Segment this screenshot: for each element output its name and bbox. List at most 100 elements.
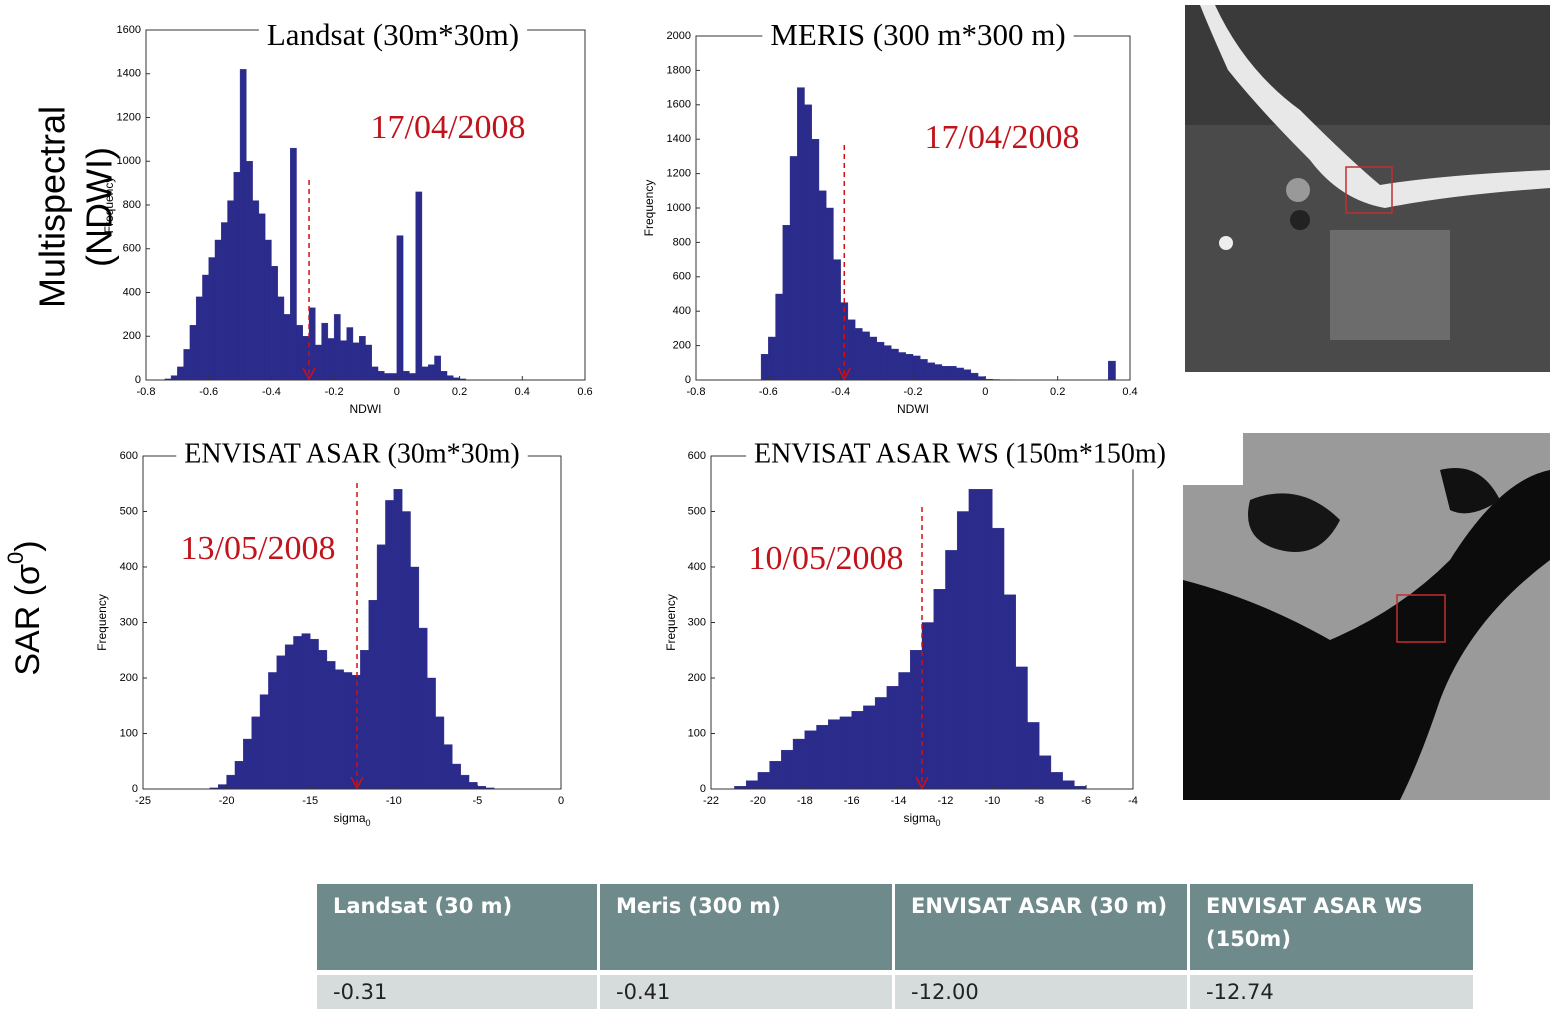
bar (208, 257, 216, 381)
bar (874, 697, 888, 790)
chart: -0.8 -0.6 -0.4 -0.2 0 0.2 0.4 0.6 0 200 400 600 800 1… (102, 17, 593, 416)
chart-title: ENVISAT ASAR WS (150m*150m) (754, 438, 1166, 469)
bar (945, 550, 958, 790)
bar (948, 366, 957, 381)
chart: -25 -20 -15 -10 -5 00100200300400500600sigma0… (95, 438, 564, 828)
x-tick-label: -20 (219, 795, 235, 807)
bar (259, 694, 269, 790)
x-tick-label: -0.8 (687, 386, 706, 398)
threshold-arrowhead (350, 776, 364, 790)
bar (963, 369, 972, 381)
bar (934, 364, 943, 381)
bar (792, 738, 805, 790)
bar (446, 375, 454, 381)
row-label-sup: 0 (3, 552, 28, 564)
bar (434, 355, 441, 381)
bar (840, 302, 849, 381)
bar (246, 161, 253, 381)
bar (315, 344, 322, 381)
bar (1050, 772, 1063, 790)
bar (862, 331, 870, 381)
y-tick-label: 0 (685, 374, 691, 386)
y-tick-label: 1000 (667, 202, 691, 214)
x-axis-label-text: NDWI (897, 402, 929, 416)
x-tick-label: -25 (135, 795, 151, 807)
y-tick-label: 1800 (667, 64, 691, 76)
date-annotation: 10/05/2008 (749, 540, 904, 577)
x-tick-label: -14 (891, 795, 907, 807)
threshold-table: Landsat (30 m) Meris (300 m) ENVISAT ASA… (317, 884, 1473, 1009)
x-axis-label-sub: 0 (366, 818, 371, 828)
bar (927, 362, 935, 381)
x-axis-label-text: NDWI (350, 402, 382, 416)
bar (428, 364, 435, 381)
bar (977, 376, 986, 381)
bar (346, 327, 354, 381)
bar (390, 373, 398, 381)
x-tick-label: -8 (1034, 795, 1044, 807)
y-tick-label: 0 (132, 783, 138, 795)
y-axis-label: Frequency (95, 594, 109, 651)
bar (811, 138, 820, 381)
y-tick-label: 200 (688, 672, 706, 684)
bar (385, 500, 395, 790)
bar (183, 349, 191, 381)
cell: -12.00 (893, 972, 1190, 1009)
y-tick-label: 600 (673, 271, 691, 283)
bar (340, 340, 347, 381)
bar (760, 354, 769, 381)
bar (368, 600, 378, 790)
bar (251, 716, 261, 790)
bar (377, 371, 385, 381)
x-tick-label: 0 (982, 386, 988, 398)
bar (296, 325, 303, 381)
chart-title: Landsat (30m*30m) (267, 17, 519, 52)
bar (401, 511, 411, 790)
bar (921, 622, 934, 790)
bar (1062, 780, 1075, 790)
bar (804, 730, 817, 790)
bar (828, 719, 841, 790)
bar (460, 774, 470, 790)
bar (218, 784, 227, 790)
bar (189, 325, 197, 381)
table-row: -0.31 -0.41 -12.00 -12.74 (317, 972, 1473, 1009)
cell: -0.31 (317, 972, 600, 1009)
chart-title: ENVISAT ASAR (30m*30m) (184, 438, 520, 469)
y-tick-label: 500 (688, 505, 706, 517)
bar (980, 489, 993, 790)
bar (912, 355, 921, 381)
bar (1039, 755, 1052, 790)
bar (910, 650, 923, 790)
chart-title: MERIS (300 m*300 m) (770, 17, 1065, 52)
y-tick-label: 1200 (667, 168, 691, 180)
bar (440, 371, 448, 381)
header-cell: Landsat (30 m) (317, 884, 600, 975)
bar (443, 744, 453, 790)
x-tick-label: -10 (386, 795, 402, 807)
x-tick-label: -18 (797, 795, 813, 807)
bar (258, 213, 266, 381)
bar (384, 373, 391, 381)
bar (782, 224, 791, 381)
y-tick-label: 400 (673, 305, 691, 317)
chart: -22 -20 -18 -16 -14 -12 -10 -8 -6 -4 0 100 200 300 400… (664, 438, 1175, 828)
chart: -0.8 -0.6 -0.4 -0.2 0 0.2 0.4 0 200 400 600 800 1000… (642, 17, 1138, 416)
bar (435, 716, 445, 790)
bar (233, 171, 241, 381)
bar (221, 222, 228, 381)
bar (775, 293, 783, 381)
bar (301, 633, 311, 790)
y-tick-label: 200 (673, 340, 691, 352)
cell: -0.41 (598, 972, 895, 1009)
table-header: Landsat (30 m) Meris (300 m) ENVISAT ASA… (317, 884, 1473, 975)
y-axis-label: Frequency (664, 594, 678, 651)
x-tick-label: -0.4 (262, 386, 281, 398)
bar (876, 341, 885, 381)
bar (239, 69, 247, 381)
bar (789, 156, 798, 381)
x-tick-label: 0 (558, 795, 564, 807)
bar (226, 774, 236, 790)
bar (905, 354, 914, 381)
title-background (258, 17, 528, 53)
